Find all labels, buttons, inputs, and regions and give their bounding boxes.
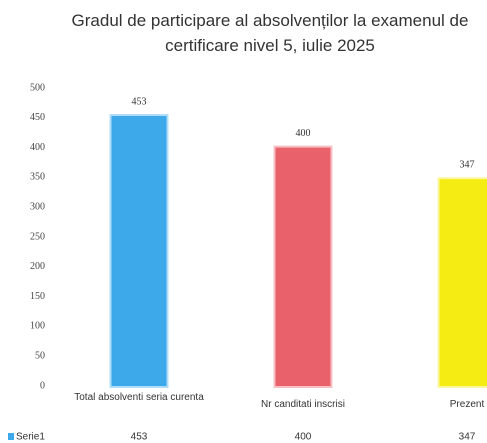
value-label: 453 bbox=[132, 96, 147, 107]
legend-swatch bbox=[8, 433, 14, 440]
table-value: 453 bbox=[131, 432, 148, 443]
legend-label: Serie1 bbox=[16, 432, 45, 443]
y-tick-label: 500 bbox=[30, 82, 45, 93]
x-tick-label: Prezent bbox=[449, 399, 485, 410]
y-tick-label: 150 bbox=[30, 291, 45, 302]
y-tick-label: 100 bbox=[30, 321, 45, 332]
bar bbox=[109, 114, 169, 389]
value-label: 400 bbox=[296, 128, 311, 139]
x-tick-label: Nr canditati inscrisi bbox=[261, 399, 345, 410]
y-tick-label: 200 bbox=[30, 261, 45, 272]
x-tick-label: Total absolventi seria curenta bbox=[74, 392, 204, 403]
bar bbox=[273, 145, 333, 388]
y-tick-label: 250 bbox=[30, 231, 45, 242]
y-tick-label: 350 bbox=[30, 172, 45, 183]
table-value: 347 bbox=[459, 432, 476, 443]
chart-title: Gradul de participare al absolvenților l… bbox=[71, 11, 469, 55]
y-tick-label: 450 bbox=[30, 112, 45, 123]
bar bbox=[437, 177, 487, 388]
value-label: 347 bbox=[460, 159, 475, 170]
y-tick-label: 50 bbox=[35, 350, 45, 361]
y-tick-label: 400 bbox=[30, 142, 45, 153]
y-tick-label: 300 bbox=[30, 201, 45, 212]
y-tick-label: 0 bbox=[40, 380, 45, 391]
table-value: 400 bbox=[295, 432, 312, 443]
